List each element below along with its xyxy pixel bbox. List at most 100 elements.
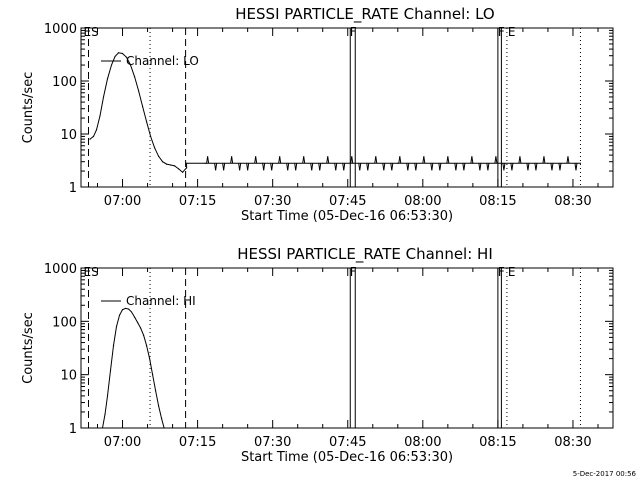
data-point [157, 155, 160, 157]
data-point [137, 90, 140, 92]
data-point [153, 147, 156, 149]
data-point [151, 374, 154, 376]
y-tick-label: 100 [52, 315, 77, 330]
baseline-fluctuation [255, 156, 258, 164]
x-tick-label: 08:15 [479, 194, 516, 209]
baseline-fluctuation [551, 163, 554, 171]
data-point [136, 321, 139, 324]
baseline-fluctuation [559, 163, 562, 171]
data-point [129, 64, 132, 66]
data-point [117, 52, 120, 54]
chart-title: HESSI PARTICLE_RATE Channel: HI [237, 245, 493, 264]
series-line [89, 52, 581, 173]
baseline-fluctuation [351, 156, 354, 164]
data-point [102, 96, 105, 98]
y-axis-label: Counts/sec [21, 312, 36, 384]
data-point [160, 418, 163, 420]
y-tick-label: 10 [60, 128, 77, 143]
data-point [115, 325, 118, 328]
legend-label: Channel: LO [126, 54, 199, 68]
x-tick-label: 07:15 [179, 435, 216, 450]
legend-label: Channel: HI [126, 294, 196, 308]
baseline-fluctuation [471, 156, 474, 164]
flag-label: ES [84, 25, 99, 39]
y-tick-label: 1000 [44, 22, 77, 37]
data-point [101, 427, 104, 428]
data-point [322, 162, 324, 164]
baseline-fluctuation [399, 156, 402, 164]
data-point [204, 162, 206, 164]
baseline-fluctuation [271, 163, 274, 171]
data-point [145, 121, 148, 123]
baseline-fluctuation [463, 163, 466, 171]
data-point [157, 405, 160, 407]
data-point [181, 171, 184, 173]
flag-label: F [498, 265, 505, 279]
data-point [579, 162, 582, 164]
baseline-fluctuation [287, 163, 290, 171]
data-point [133, 76, 136, 78]
baseline-fluctuation [439, 163, 442, 171]
y-axis-label: Counts/sec [21, 72, 36, 144]
panel-hi-channel: HESSI PARTICLE_RATE Channel: HI 1 10 100 100… [21, 245, 614, 465]
baseline-fluctuation [447, 156, 450, 164]
data-point [142, 334, 145, 336]
baseline-fluctuation [303, 156, 306, 164]
baseline-fluctuation [423, 156, 426, 164]
x-tick-label: 08:00 [404, 435, 441, 450]
data-point [139, 327, 142, 329]
data-point [397, 162, 399, 164]
data-point [106, 78, 109, 80]
baseline-fluctuation [567, 156, 570, 164]
baseline-fluctuation [535, 163, 538, 171]
baseline-fluctuation [431, 163, 434, 171]
flag-label: F [350, 265, 357, 279]
x-axis-label: Start Time (05-Dec-16 06:53:30) [241, 209, 453, 224]
baseline-fluctuation [207, 156, 210, 164]
baseline-fluctuation [479, 163, 482, 171]
baseline-fluctuation [295, 163, 298, 171]
data-point [114, 55, 116, 58]
data-point [92, 135, 95, 138]
data-point [110, 64, 113, 66]
baseline-fluctuation [503, 163, 506, 171]
baseline-fluctuation [455, 163, 458, 171]
x-tick-label: 07:45 [329, 435, 366, 450]
panel-lo-channel: HESSI PARTICLE_RATE Channel: LO 1 10 100 100… [21, 5, 614, 224]
y-tick-label: 100 [52, 75, 77, 90]
baseline-fluctuation [415, 163, 418, 171]
x-axis-label: Start Time (05-Dec-16 06:53:30) [241, 450, 453, 465]
flag-label: ES [84, 265, 99, 279]
data-point [185, 167, 188, 169]
data-point [154, 390, 157, 392]
data-point [148, 358, 151, 360]
x-tick-label: 07:00 [104, 435, 141, 450]
y-tick-label: 1000 [44, 262, 77, 277]
baseline-fluctuation [519, 156, 522, 164]
plot-frame [80, 27, 614, 188]
baseline-fluctuation [527, 163, 530, 171]
data-point [112, 345, 115, 347]
data-point [109, 369, 112, 372]
baseline-fluctuation [319, 163, 322, 171]
x-tick-label: 08:30 [554, 194, 591, 209]
baseline-fluctuation [231, 156, 234, 164]
baseline-fluctuation [375, 156, 378, 164]
baseline-fluctuation [407, 163, 410, 171]
y-tick-label: 1 [69, 181, 77, 196]
baseline-fluctuation [247, 163, 250, 171]
baseline-fluctuation [335, 163, 338, 171]
data-point [130, 311, 133, 313]
data-point [145, 345, 148, 347]
data-point [165, 163, 168, 165]
baseline-fluctuation [367, 163, 370, 171]
baseline-fluctuation [239, 163, 242, 171]
data-point [149, 135, 152, 138]
y-tick-label: 10 [60, 369, 77, 384]
flag-label: E [508, 265, 516, 279]
x-tick-label: 08:00 [404, 194, 441, 209]
data-point [173, 165, 176, 167]
data-point [163, 427, 165, 428]
